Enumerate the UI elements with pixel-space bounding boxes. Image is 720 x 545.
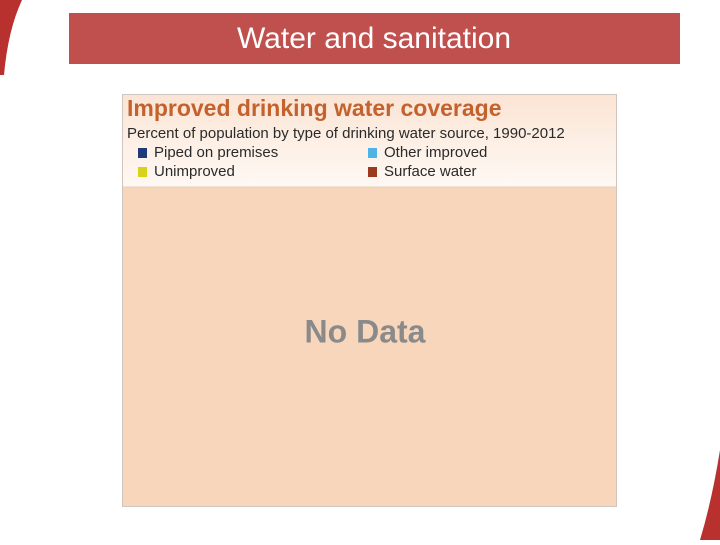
legend-swatch xyxy=(368,148,377,158)
corner-decoration xyxy=(0,0,22,75)
panel-subtitle: Percent of population by type of drinkin… xyxy=(127,125,565,142)
panel-title: Improved drinking water coverage xyxy=(127,95,502,121)
legend-swatch xyxy=(368,167,377,177)
legend-swatch xyxy=(138,167,147,177)
legend: Piped on premises Unimproved Other improve… xyxy=(138,144,487,180)
legend-label: Surface water xyxy=(384,163,477,180)
no-data-message: No Data xyxy=(305,313,426,349)
corner-decoration xyxy=(700,450,720,540)
legend-label: Unimproved xyxy=(154,163,235,180)
slide-title: Water and sanitation xyxy=(237,22,511,55)
legend-label: Other improved xyxy=(384,144,487,161)
legend-swatch xyxy=(138,148,147,158)
legend-label: Piped on premises xyxy=(154,144,278,161)
title-bar xyxy=(69,13,680,64)
